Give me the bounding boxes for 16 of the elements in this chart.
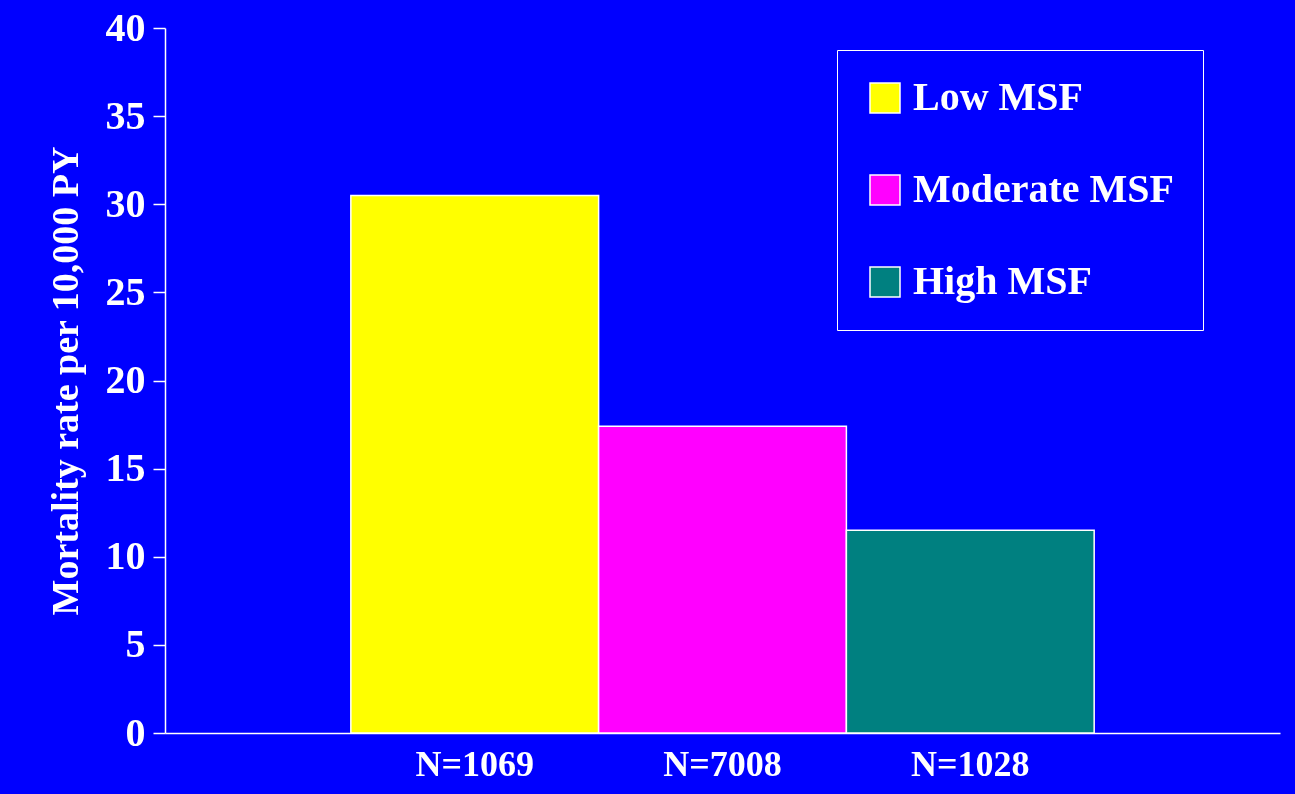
- y-tick-label: 30: [105, 180, 146, 226]
- y-tick-label: 35: [105, 92, 146, 138]
- x-tick-label: N=7008: [663, 743, 782, 784]
- y-tick-label: 25: [105, 268, 146, 314]
- x-tick-label: N=1028: [911, 743, 1030, 784]
- legend-label: High MSF: [913, 258, 1092, 303]
- y-axis-title: Mortality rate per 10,000 PY: [43, 146, 86, 616]
- y-tick-label: 15: [105, 445, 146, 491]
- legend-label: Moderate MSF: [913, 166, 1175, 211]
- y-tick-label: 0: [125, 709, 146, 755]
- y-tick-label: 10: [105, 533, 146, 579]
- y-tick-label: 20: [105, 357, 146, 402]
- y-tick-label: 5: [125, 621, 146, 667]
- x-tick-label: N=1069: [415, 743, 534, 784]
- legend-label: Low MSF: [913, 74, 1083, 119]
- y-tick-label: 40: [105, 4, 146, 50]
